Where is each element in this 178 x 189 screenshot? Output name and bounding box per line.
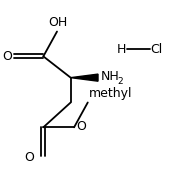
Text: H: H: [117, 43, 127, 56]
Text: O: O: [24, 151, 34, 164]
Text: OH: OH: [48, 16, 67, 29]
Text: NH: NH: [101, 70, 119, 83]
Text: methyl: methyl: [89, 87, 132, 100]
Polygon shape: [71, 74, 98, 81]
Text: 2: 2: [118, 77, 123, 86]
Text: Cl: Cl: [150, 43, 162, 56]
Text: O: O: [76, 120, 86, 133]
Text: O: O: [3, 50, 13, 63]
